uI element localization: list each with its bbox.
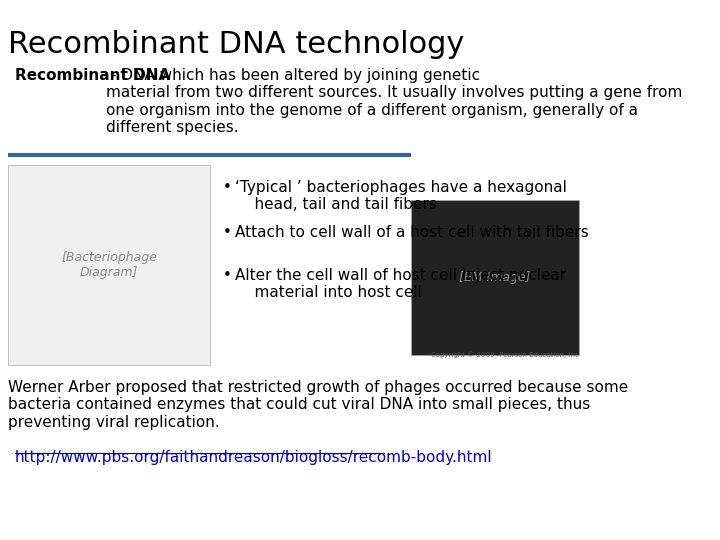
Text: Alter the cell wall of host cell inject nuclear
    material into host cell: Alter the cell wall of host cell inject … (235, 268, 566, 300)
Text: [Bacteriophage
Diagram]: [Bacteriophage Diagram] (61, 251, 157, 279)
Text: Recombinant DNA technology: Recombinant DNA technology (9, 30, 465, 59)
Text: Copyright © 2009 -Pearson Education, Inc: Copyright © 2009 -Pearson Education, Inc (431, 352, 579, 358)
FancyBboxPatch shape (9, 165, 210, 365)
FancyBboxPatch shape (411, 200, 579, 355)
Text: Werner Arber proposed that restricted growth of phages occurred because some
bac: Werner Arber proposed that restricted gr… (9, 380, 629, 430)
Text: http://www.pbs.org/faithandreason/biogloss/recomb-body.html: http://www.pbs.org/faithandreason/bioglo… (15, 450, 492, 465)
Text: •: • (222, 180, 231, 195)
Text: [EM Image]: [EM Image] (459, 272, 531, 285)
Text: Attach to cell wall of a host cell with tail fibers: Attach to cell wall of a host cell with … (235, 225, 589, 240)
Text: ‘Typical ’ bacteriophages have a hexagonal
    head, tail and tail fibers: ‘Typical ’ bacteriophages have a hexagon… (235, 180, 567, 212)
Text: •: • (222, 225, 231, 240)
Text: - DNA which has been altered by joining genetic
material from two different sour: - DNA which has been altered by joining … (106, 68, 682, 135)
Text: •: • (222, 268, 231, 283)
Text: Recombinant DNA: Recombinant DNA (15, 68, 171, 83)
